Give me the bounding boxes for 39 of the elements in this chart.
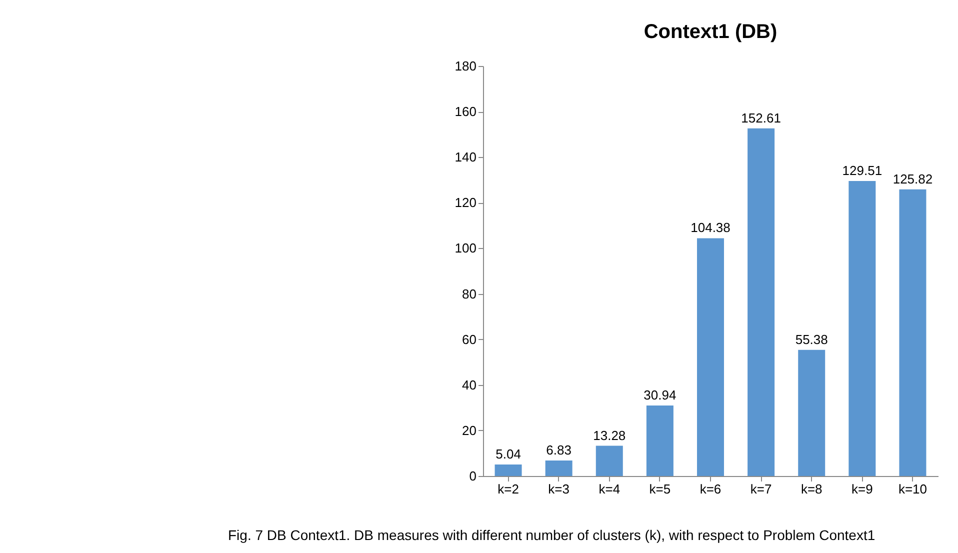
x-tick-label: k=5	[649, 482, 671, 496]
bar	[899, 189, 926, 476]
y-tick-label: 140	[454, 150, 476, 165]
data-label: 5.04	[496, 446, 521, 462]
y-tick-label: 60	[462, 332, 476, 347]
x-tick-label: k=10	[898, 482, 928, 496]
bar	[646, 406, 674, 476]
bar	[748, 128, 775, 476]
y-tick-label: 80	[462, 286, 476, 302]
x-tick-label: k=6	[700, 482, 722, 496]
x-tick-label: k=8	[800, 482, 822, 496]
bar	[697, 238, 724, 476]
x-tick-label: k=2	[498, 482, 519, 496]
data-label: 152.61	[741, 110, 781, 126]
y-tick-label: 120	[454, 195, 476, 210]
data-label: 125.82	[892, 171, 933, 186]
x-tick-label: k=4	[598, 482, 620, 496]
x-tick-label: k=9	[852, 482, 873, 496]
chart-title: Context1 (DB)	[644, 21, 778, 43]
data-label: 129.51	[842, 163, 882, 178]
x-tick-label: k=7	[750, 482, 772, 496]
y-tick-label: 160	[454, 104, 476, 120]
bar	[494, 464, 522, 476]
y-tick-label: 40	[462, 377, 476, 392]
data-label: 13.28	[593, 428, 626, 443]
y-tick-label: 180	[454, 58, 476, 74]
data-label: 104.38	[690, 220, 730, 236]
caption: Fig. 7 DB Context1. DB measures with different number of clusters (k), with respect to Problem Context1	[228, 527, 876, 543]
x-tick-label: k=3	[548, 482, 570, 496]
y-tick-label: 0	[469, 468, 476, 484]
y-tick-label: 100	[454, 240, 476, 256]
bar	[798, 350, 826, 476]
bar	[596, 446, 623, 476]
data-label: 6.83	[546, 442, 572, 458]
bar	[545, 460, 572, 476]
bar	[848, 181, 876, 476]
data-label: 55.38	[795, 332, 828, 347]
y-tick-label: 20	[462, 422, 476, 438]
data-label: 30.94	[644, 388, 676, 403]
